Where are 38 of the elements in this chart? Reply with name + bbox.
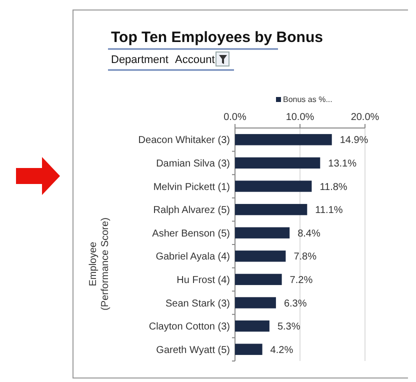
data-label: 14.9% xyxy=(340,135,368,146)
y-tick-label: Damian Silva (3) xyxy=(156,158,230,170)
y-tick-label: Gareth Wyatt (5) xyxy=(156,344,230,356)
data-label: 8.4% xyxy=(298,228,320,240)
bar xyxy=(235,134,332,146)
data-label: 4.2% xyxy=(270,344,294,356)
data-label: 11.8% xyxy=(320,182,348,193)
bar xyxy=(235,250,286,262)
text: Department xyxy=(111,54,168,66)
chart-title: Top Ten Employees by Bonus xyxy=(111,29,323,46)
y-tick-label: Clayton Cotton (3) xyxy=(148,322,230,333)
data-label: 7.2% xyxy=(290,274,313,286)
legend-label: Bonus as %... xyxy=(283,95,332,104)
bar xyxy=(235,227,290,238)
x-tick-label: 0.0% xyxy=(224,112,247,123)
bar xyxy=(235,297,276,308)
y-tick-label: Deacon Whitaker (3) xyxy=(138,135,230,146)
x-tick-label: 20.0% xyxy=(350,112,380,123)
y-axis-title: Employee (Performance Score) xyxy=(88,218,111,310)
y-tick-label: Sean Stark (3) xyxy=(166,298,230,310)
y-tick-label: Gabriel Ayala (4) xyxy=(156,252,230,263)
bar xyxy=(235,204,308,216)
data-label: 13.1% xyxy=(328,158,357,170)
bar xyxy=(235,274,282,286)
y-tick-label: Asher Benson (5) xyxy=(152,228,230,240)
text: Account xyxy=(175,54,215,66)
data-label: 11.1% xyxy=(315,205,343,216)
data-label: 5.3% xyxy=(277,322,300,333)
bar xyxy=(235,180,312,192)
bar xyxy=(235,344,262,355)
y-tick-label: Melvin Pickett (1) xyxy=(153,182,230,193)
data-label: 7.8% xyxy=(294,252,317,263)
y-tick-label: Ralph Alvarez (5) xyxy=(153,205,230,216)
data-label: 6.3% xyxy=(284,298,307,310)
bar xyxy=(235,157,320,169)
y-tick-label: Hu Frost (4) xyxy=(176,274,230,286)
bar xyxy=(235,320,270,332)
x-tick-label: 10.0% xyxy=(286,112,314,123)
